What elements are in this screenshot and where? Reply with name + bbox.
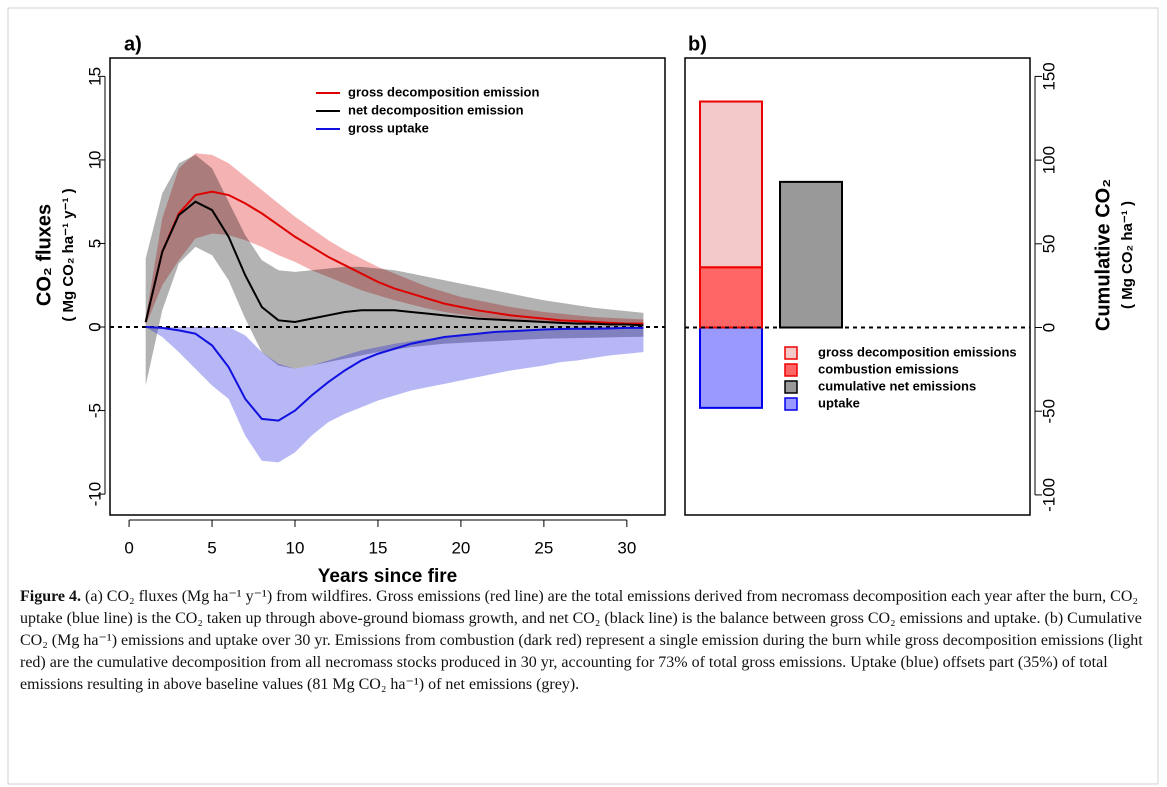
- legend-label: combustion emissions: [818, 361, 959, 376]
- legend-label: gross decomposition emission: [348, 84, 539, 99]
- panel-label: b): [688, 33, 707, 55]
- y2-tick-label: 0: [1039, 323, 1058, 332]
- y-axis-label: CO₂ fluxes: [33, 204, 55, 306]
- series-line: [144, 200, 644, 327]
- plot-frame: [109, 57, 666, 516]
- uncertainty-band: [145, 327, 644, 463]
- y-tick-label: -5: [85, 403, 104, 418]
- series-line: [144, 190, 644, 325]
- x-tick-label: 30: [617, 538, 636, 557]
- caption: Figure 4. (a) CO₂ fluxes (Mg ha⁻¹ y⁻¹) f…: [20, 586, 1145, 696]
- legend-label: uptake: [818, 395, 860, 410]
- y2-tick-label: -50: [1039, 399, 1058, 424]
- y2-axis-label: Cumulative CO₂: [1092, 179, 1114, 331]
- legend-swatch: [784, 363, 798, 377]
- x-tick-label: 20: [451, 538, 470, 557]
- panel-label: a): [124, 33, 142, 55]
- y-tick-label: 15: [85, 67, 104, 86]
- x-tick-label: 0: [124, 538, 133, 557]
- caption-label: Figure 4.: [20, 588, 82, 605]
- y-tick-label: 5: [85, 239, 104, 248]
- series-line: [145, 326, 644, 422]
- x-tick-label: 15: [368, 538, 387, 557]
- bar-segment: [699, 326, 763, 409]
- y2-tick-label: -100: [1039, 478, 1058, 512]
- y2-tick-label: 50: [1039, 234, 1058, 253]
- x-tick-label: 5: [207, 538, 216, 557]
- legend-label: cumulative net emissions: [818, 378, 976, 393]
- legend-label: net decomposition emission: [348, 102, 524, 117]
- bar-segment: [699, 266, 763, 329]
- figure-border: [7, 7, 1159, 785]
- legend-label: gross decomposition emissions: [818, 344, 1017, 359]
- legend-swatch: [784, 397, 798, 411]
- legend-swatch: [784, 380, 798, 394]
- y2-tick-label: 150: [1039, 62, 1058, 90]
- y-tick-label: 10: [85, 150, 104, 169]
- plot-frame: [684, 57, 1031, 516]
- y2-axis-units: ( Mg CO₂ ha⁻¹ ): [1119, 201, 1136, 309]
- y2-tick-label: 100: [1039, 146, 1058, 174]
- bar-segment: [699, 100, 763, 269]
- legend-label: gross uptake: [348, 120, 429, 135]
- caption-text: (a) CO₂ fluxes (Mg ha⁻¹ y⁻¹) from wildfi…: [20, 588, 1143, 693]
- x-axis-label: Years since fire: [318, 566, 457, 587]
- y-tick-label: -10: [85, 482, 104, 507]
- x-tick-label: 10: [286, 538, 305, 557]
- bar-segment: [779, 180, 843, 329]
- legend-swatch: [784, 346, 798, 360]
- x-tick-label: 25: [534, 538, 553, 557]
- y-tick-label: 0: [85, 322, 104, 331]
- uncertainty-band: [145, 153, 644, 326]
- y-axis-units: ( Mg CO₂ ha⁻¹ y⁻¹ ): [60, 188, 77, 321]
